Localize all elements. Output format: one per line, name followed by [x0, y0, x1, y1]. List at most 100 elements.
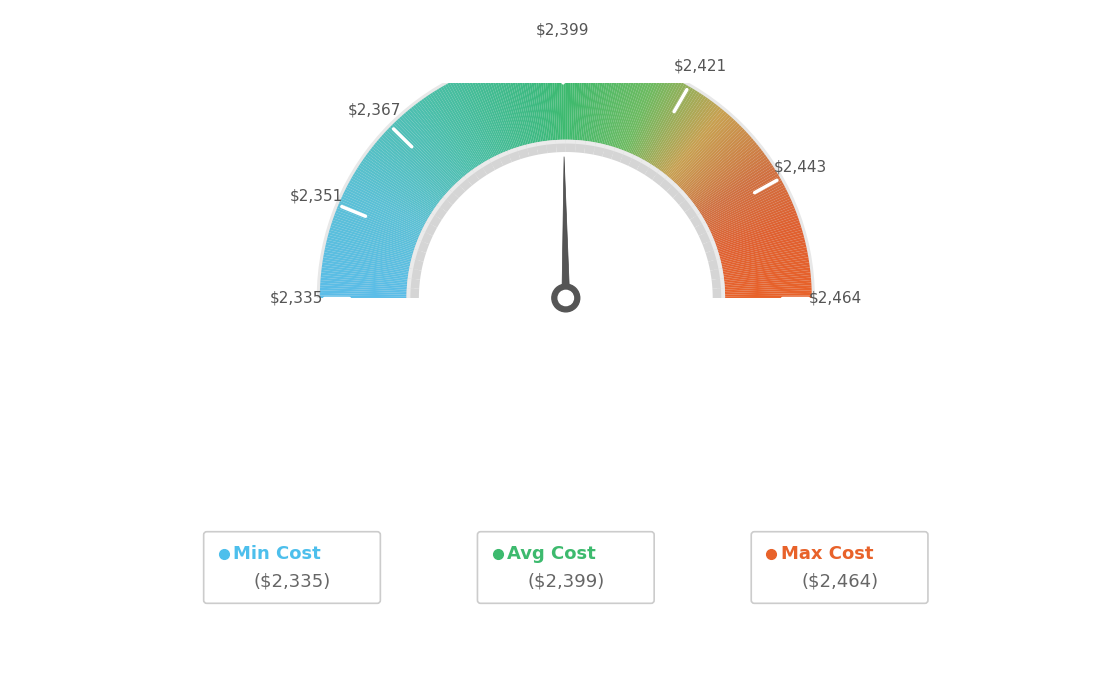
Wedge shape: [320, 280, 408, 288]
Wedge shape: [412, 249, 426, 262]
Wedge shape: [333, 215, 417, 246]
Wedge shape: [454, 79, 496, 158]
Wedge shape: [707, 187, 786, 228]
Wedge shape: [437, 197, 446, 207]
Wedge shape: [545, 140, 556, 153]
Wedge shape: [480, 159, 491, 168]
Wedge shape: [406, 278, 412, 288]
Wedge shape: [527, 143, 537, 148]
Wedge shape: [615, 66, 645, 150]
Wedge shape: [535, 141, 546, 146]
Wedge shape: [530, 56, 544, 143]
Wedge shape: [354, 171, 431, 218]
Wedge shape: [723, 295, 811, 298]
Wedge shape: [708, 259, 722, 270]
Wedge shape: [701, 171, 777, 218]
Wedge shape: [716, 259, 722, 269]
Wedge shape: [563, 54, 565, 141]
Wedge shape: [658, 100, 712, 172]
Wedge shape: [443, 190, 453, 199]
Wedge shape: [370, 148, 442, 204]
Wedge shape: [723, 275, 811, 285]
Wedge shape: [538, 55, 550, 142]
Wedge shape: [721, 250, 807, 268]
Wedge shape: [623, 70, 657, 152]
Wedge shape: [342, 194, 423, 233]
Wedge shape: [722, 259, 809, 275]
Wedge shape: [336, 210, 418, 244]
Wedge shape: [449, 81, 492, 160]
Wedge shape: [320, 293, 408, 296]
Wedge shape: [603, 145, 615, 159]
Wedge shape: [606, 62, 631, 147]
Wedge shape: [532, 55, 546, 143]
Wedge shape: [664, 106, 721, 176]
Wedge shape: [337, 206, 420, 240]
Wedge shape: [679, 197, 694, 213]
Wedge shape: [630, 75, 668, 155]
Wedge shape: [712, 206, 795, 240]
Wedge shape: [353, 174, 431, 219]
Wedge shape: [440, 86, 487, 163]
Wedge shape: [617, 67, 649, 150]
Wedge shape: [376, 140, 445, 198]
Wedge shape: [559, 54, 563, 141]
Text: Min Cost: Min Cost: [233, 545, 321, 564]
Wedge shape: [714, 217, 799, 248]
Wedge shape: [719, 235, 804, 259]
Wedge shape: [332, 220, 416, 250]
Wedge shape: [445, 83, 490, 161]
Text: ($2,335): ($2,335): [254, 573, 330, 591]
Wedge shape: [459, 77, 499, 157]
Wedge shape: [322, 257, 411, 273]
Wedge shape: [595, 58, 615, 144]
Wedge shape: [326, 242, 412, 264]
Wedge shape: [616, 66, 647, 150]
Wedge shape: [623, 151, 634, 158]
Wedge shape: [588, 56, 604, 143]
Wedge shape: [480, 68, 512, 151]
Wedge shape: [636, 79, 678, 158]
Wedge shape: [408, 108, 467, 177]
Wedge shape: [527, 143, 539, 157]
Wedge shape: [406, 278, 420, 289]
Wedge shape: [694, 157, 767, 208]
Wedge shape: [514, 59, 534, 145]
Wedge shape: [464, 75, 501, 155]
Wedge shape: [602, 60, 625, 146]
Wedge shape: [502, 61, 527, 146]
Wedge shape: [577, 55, 586, 141]
Wedge shape: [649, 90, 698, 166]
Wedge shape: [637, 159, 651, 175]
Wedge shape: [665, 108, 723, 177]
Wedge shape: [597, 59, 617, 145]
Wedge shape: [457, 176, 467, 186]
Wedge shape: [672, 118, 734, 184]
Wedge shape: [711, 201, 793, 237]
Text: $2,399: $2,399: [535, 23, 590, 38]
Circle shape: [552, 284, 580, 312]
Wedge shape: [625, 72, 661, 153]
Wedge shape: [657, 99, 710, 171]
Wedge shape: [436, 89, 484, 165]
Wedge shape: [390, 125, 454, 188]
Text: Avg Cost: Avg Cost: [507, 545, 596, 564]
Wedge shape: [718, 230, 803, 256]
FancyBboxPatch shape: [203, 532, 381, 603]
Wedge shape: [348, 182, 427, 226]
Wedge shape: [331, 222, 416, 251]
Wedge shape: [723, 277, 811, 286]
Wedge shape: [386, 129, 452, 190]
Wedge shape: [320, 275, 408, 285]
Wedge shape: [721, 255, 808, 272]
Wedge shape: [592, 57, 609, 144]
Wedge shape: [490, 65, 519, 149]
Wedge shape: [649, 164, 659, 173]
Wedge shape: [498, 151, 512, 166]
Wedge shape: [692, 152, 765, 206]
Wedge shape: [555, 139, 565, 152]
Wedge shape: [708, 192, 788, 231]
Wedge shape: [548, 54, 556, 141]
Wedge shape: [609, 63, 637, 148]
Wedge shape: [407, 268, 422, 279]
